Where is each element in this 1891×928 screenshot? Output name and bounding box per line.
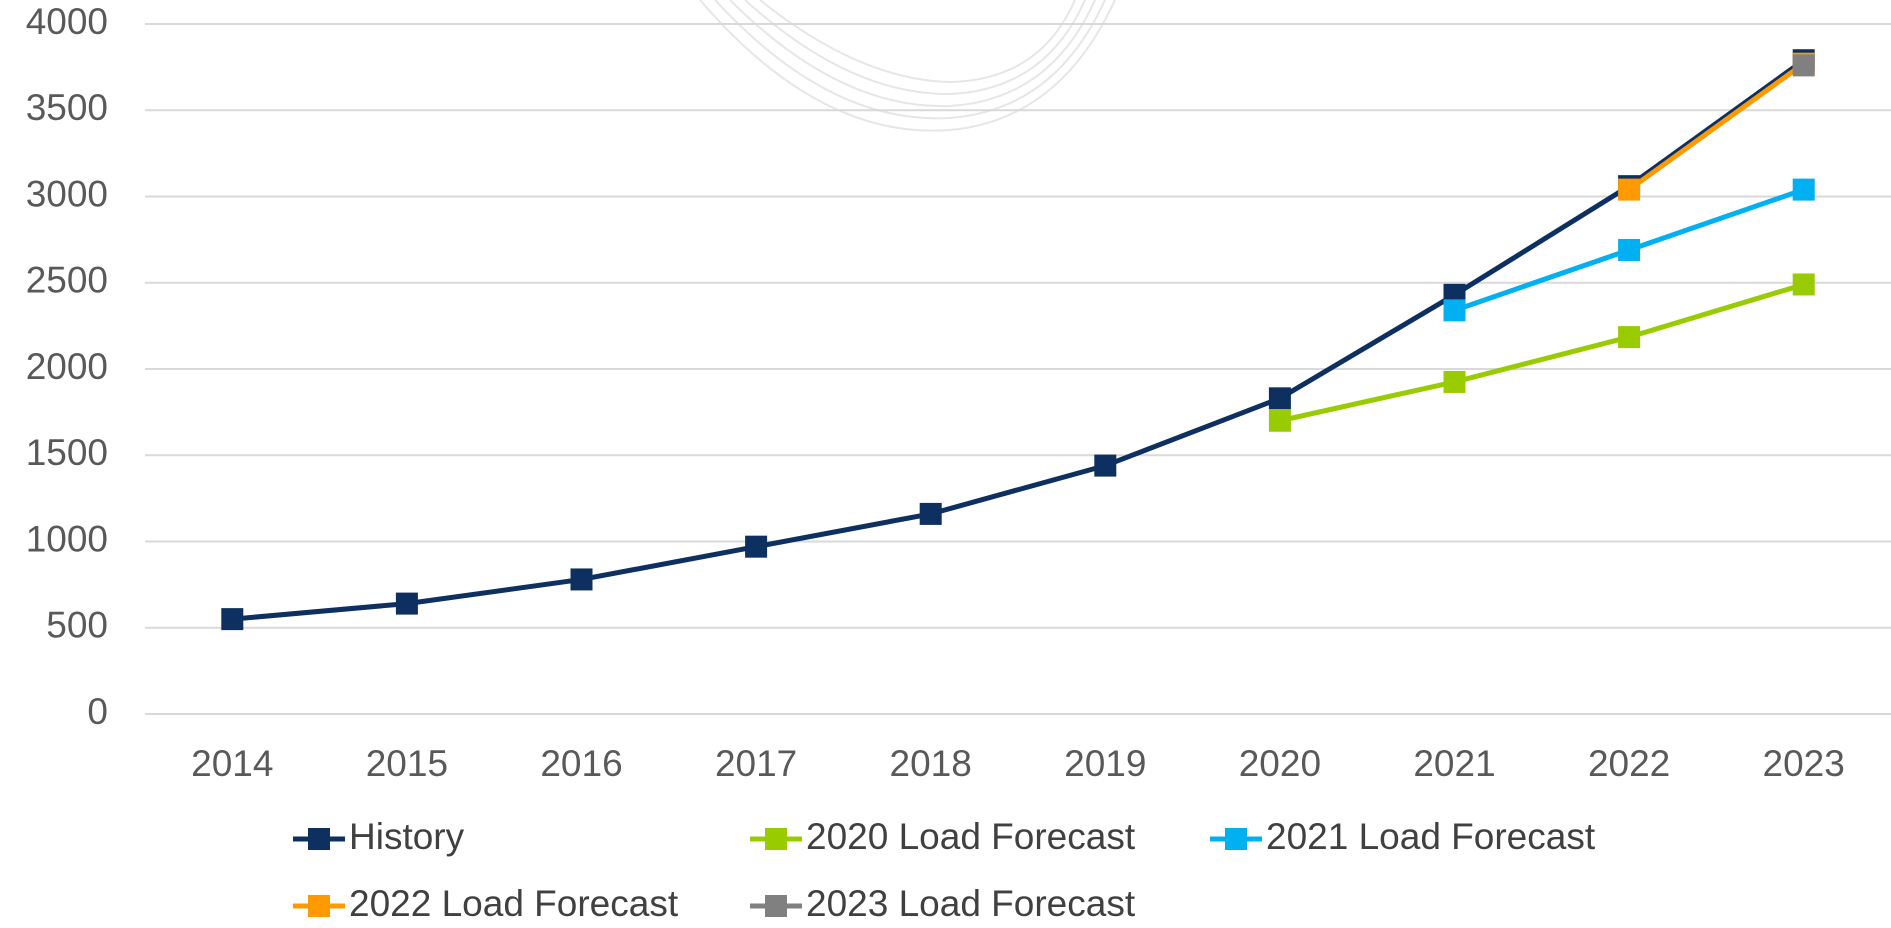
x-tick-label: 2014: [191, 743, 273, 784]
y-tick-label: 1000: [26, 518, 108, 559]
data-point: [1793, 273, 1815, 295]
legend-label: History: [349, 816, 465, 857]
y-tick-label: 3000: [26, 173, 108, 214]
data-point: [1094, 455, 1116, 477]
x-tick-label: 2017: [715, 743, 797, 784]
legend-marker: [1225, 828, 1247, 850]
data-point: [396, 593, 418, 615]
data-point: [920, 503, 942, 525]
grid: 0 500 1000 1500 2000 2500 3000 3500 4000 2014 2015…: [26, 1, 1891, 784]
y-tick-label: 2000: [26, 346, 108, 387]
data-point: [1618, 326, 1640, 348]
y-tick-label: 1500: [26, 432, 108, 473]
legend-label: 2021 Load Forecast: [1266, 816, 1596, 857]
legend-label: 2020 Load Forecast: [806, 816, 1136, 857]
legend-marker: [765, 895, 787, 917]
data-point: [1618, 179, 1640, 201]
series-line: [232, 60, 1803, 619]
data-point: [1269, 387, 1291, 409]
legend-marker: [308, 828, 330, 850]
x-tick-label: 2018: [890, 743, 972, 784]
data-point: [1793, 54, 1815, 76]
data-point: [1269, 410, 1291, 432]
data-point: [571, 568, 593, 590]
x-tick-label: 2022: [1588, 743, 1670, 784]
series-line: [1629, 64, 1804, 190]
data-point: [1444, 371, 1466, 393]
chart: 0 500 1000 1500 2000 2500 3000 3500 4000 2014 2015…: [0, 0, 1891, 928]
page: {"chart_data": {"type": "line", "categor…: [0, 0, 1891, 928]
x-tick-label: 2020: [1239, 743, 1321, 784]
legend: History 2020 Load Forecast 2021 Load Forec…: [293, 816, 1596, 924]
y-tick-label: 500: [46, 605, 108, 646]
legend-marker: [308, 895, 330, 917]
x-tick-label: 2015: [366, 743, 448, 784]
x-tick-label: 2016: [540, 743, 622, 784]
x-tick-label: 2019: [1064, 743, 1146, 784]
y-tick-label: 2500: [26, 260, 108, 301]
y-tick-label: 3500: [26, 87, 108, 128]
legend-marker: [765, 828, 787, 850]
x-tick-label: 2021: [1413, 743, 1495, 784]
data-point: [1793, 179, 1815, 201]
legend-label: 2022 Load Forecast: [349, 883, 679, 924]
data-point: [1444, 299, 1466, 321]
data-point: [1618, 239, 1640, 261]
x-tick-label: 2023: [1763, 743, 1845, 784]
data-point: [221, 608, 243, 630]
y-tick-label: 4000: [26, 1, 108, 42]
legend-label: 2023 Load Forecast: [806, 883, 1136, 924]
y-tick-label: 0: [87, 691, 108, 732]
plot-area: [221, 49, 1814, 630]
data-point: [745, 536, 767, 558]
